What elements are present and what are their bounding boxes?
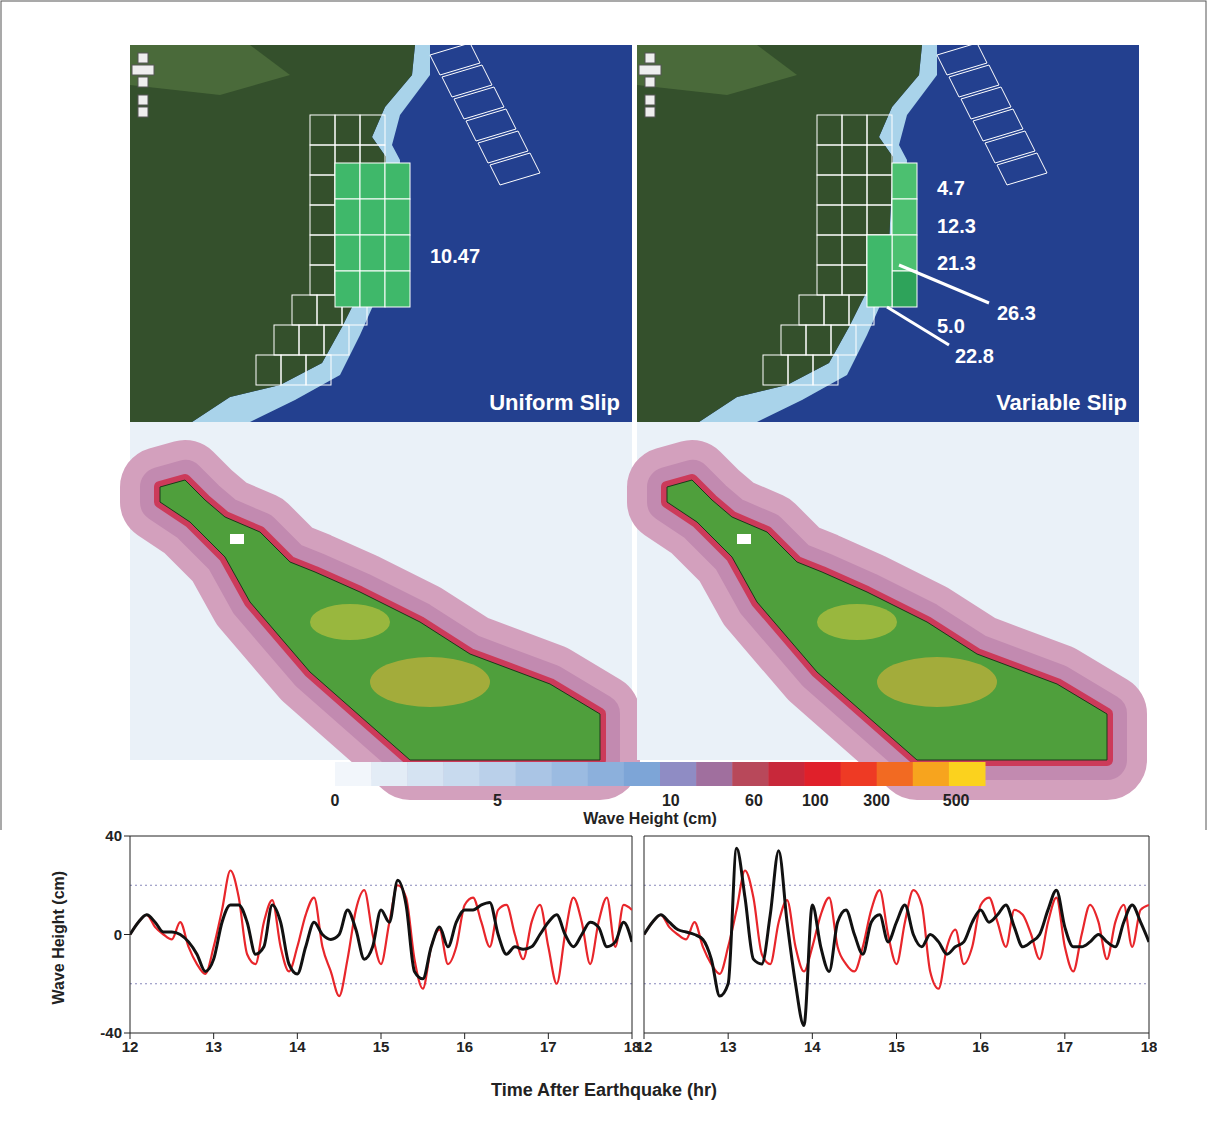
svg-text:40: 40 xyxy=(105,828,122,844)
svg-text:5: 5 xyxy=(493,792,502,809)
svg-text:Wave Height (cm): Wave Height (cm) xyxy=(583,810,717,827)
svg-text:0: 0 xyxy=(331,792,340,809)
svg-text:60: 60 xyxy=(745,792,763,809)
svg-text:500: 500 xyxy=(943,792,970,809)
svg-text:-40: -40 xyxy=(100,1024,122,1041)
svg-text:26.3: 26.3 xyxy=(997,302,1036,324)
svg-text:Variable Slip: Variable Slip xyxy=(996,390,1127,415)
svg-text:13: 13 xyxy=(205,1038,222,1055)
svg-text:17: 17 xyxy=(540,1038,557,1055)
svg-text:16: 16 xyxy=(456,1038,473,1055)
svg-text:12.3: 12.3 xyxy=(937,215,976,237)
html-text:Time After Earthquake (hr): Time After Earthquake (hr) xyxy=(491,1080,717,1100)
svg-text:13: 13 xyxy=(720,1038,737,1055)
svg-text:12: 12 xyxy=(636,1038,653,1055)
svg-text:14: 14 xyxy=(804,1038,821,1055)
svg-text:15: 15 xyxy=(373,1038,390,1055)
svg-text:5.0: 5.0 xyxy=(937,315,965,337)
svg-text:300: 300 xyxy=(863,792,890,809)
svg-text:0: 0 xyxy=(114,926,122,943)
svg-text:Wave Height (cm): Wave Height (cm) xyxy=(50,871,67,1005)
svg-text:Uniform Slip: Uniform Slip xyxy=(489,390,620,415)
svg-text:12: 12 xyxy=(122,1038,139,1055)
svg-text:22.8: 22.8 xyxy=(955,345,994,367)
svg-text:18: 18 xyxy=(623,1037,641,1055)
svg-text:14: 14 xyxy=(289,1038,306,1055)
svg-text:10: 10 xyxy=(662,792,680,809)
svg-text:15: 15 xyxy=(888,1038,905,1055)
svg-text:10.47: 10.47 xyxy=(430,245,480,267)
svg-text:100: 100 xyxy=(802,792,829,809)
svg-text:21.3: 21.3 xyxy=(937,252,976,274)
svg-text:16: 16 xyxy=(972,1038,989,1055)
svg-text:18: 18 xyxy=(1141,1038,1157,1055)
svg-text:4.7: 4.7 xyxy=(937,177,965,199)
svg-text:17: 17 xyxy=(1056,1038,1073,1055)
